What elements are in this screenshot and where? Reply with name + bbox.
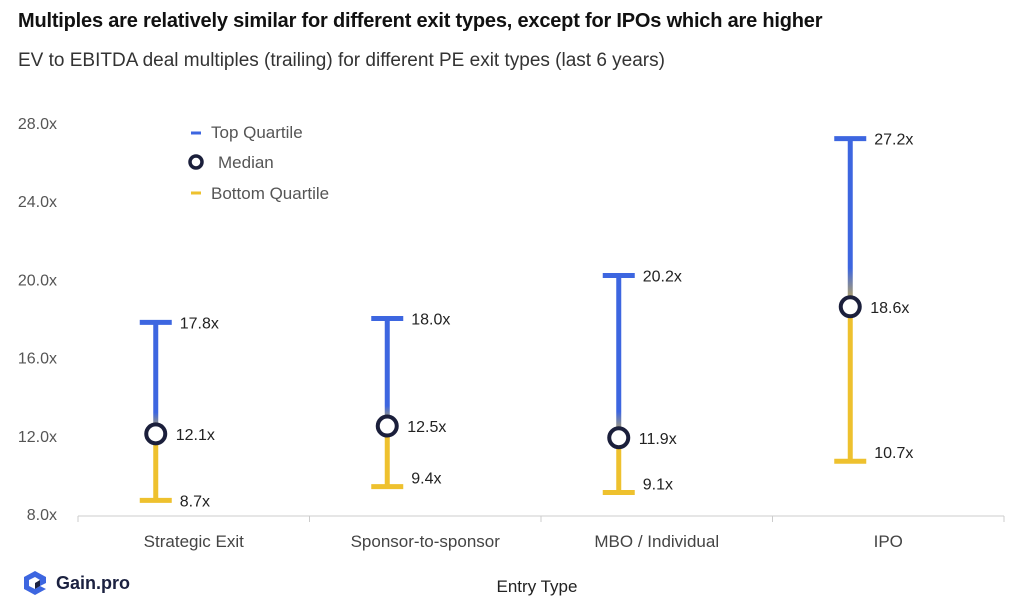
median-label: 12.1x [176,427,215,444]
bottom-quartile-label: 10.7x [874,445,913,462]
median-label: 12.5x [407,419,446,436]
legend-top-label: Top Quartile [211,123,303,142]
y-tick-label: 28.0x [18,116,57,133]
legend-median-swatch [188,154,204,170]
top-quartile-label: 18.0x [411,312,450,329]
median-marker [375,414,399,438]
y-tick-label: 20.0x [18,272,57,289]
median-label: 11.9x [639,431,677,448]
bottom-quartile-label: 9.4x [411,471,441,488]
y-tick-label: 8.0x [27,507,57,524]
top-quartile-label: 27.2x [874,132,913,149]
median-label: 18.6x [870,300,909,317]
x-axis-title: Entry Type [497,577,578,596]
median-marker [607,426,631,450]
brand-logo: Gain.pro [20,568,130,598]
bottom-quartile-label: 8.7x [180,493,210,510]
chart-title: Multiples are relatively similar for dif… [18,10,823,32]
y-tick-label: 16.0x [18,351,57,368]
x-tick-label: Sponsor-to-sponsor [351,532,501,551]
median-marker [144,422,168,446]
legend-median-label: Median [218,153,274,172]
brand-name: Gain.pro [56,572,131,593]
bottom-quartile-label: 9.1x [643,476,673,493]
top-quartile-label: 20.2x [643,268,682,285]
legend-bottom-label: Bottom Quartile [211,184,329,203]
y-tick-label: 12.0x [18,429,57,446]
x-tick-label: Strategic Exit [144,532,244,551]
top-quartile-label: 17.8x [180,315,219,332]
gain-logo-icon [24,571,46,595]
y-tick-label: 24.0x [18,194,57,211]
x-tick-label: IPO [874,532,903,551]
chart-subtitle: EV to EBITDA deal multiples (trailing) f… [18,50,665,71]
x-tick-label: MBO / Individual [594,532,719,551]
median-marker [838,295,862,319]
